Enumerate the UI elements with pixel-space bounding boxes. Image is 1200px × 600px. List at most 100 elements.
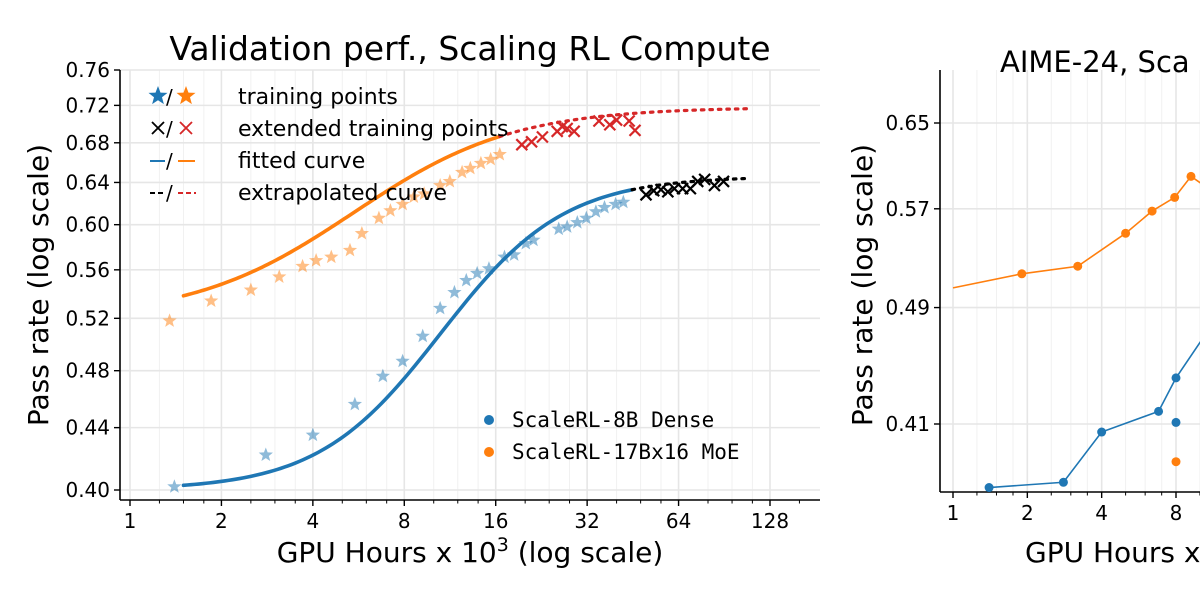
legend-label: extended training points — [238, 117, 509, 142]
extended-training-point — [536, 130, 549, 144]
y-tick-label: 0.60 — [65, 213, 110, 237]
x-tick-label: 16 — [483, 509, 508, 533]
series-1 — [162, 107, 750, 327]
training-point — [616, 194, 631, 209]
training-point — [342, 242, 358, 257]
right-x-tick-labels: 1 2 4 8 — [947, 501, 1183, 525]
extended-training-point — [654, 183, 668, 196]
training-point — [470, 265, 485, 280]
training-point — [308, 253, 324, 267]
training-point — [459, 272, 474, 287]
left-y-axis-label: Pass rate (log scale) — [22, 144, 55, 426]
training-point — [483, 151, 498, 166]
training-point — [570, 215, 585, 229]
y-tick-label: 0.64 — [65, 170, 110, 194]
right-gridlines — [940, 70, 1200, 492]
x-tick-label: 1 — [124, 509, 137, 533]
training-point — [295, 258, 310, 273]
left-chart-title: Validation perf., Scaling RL Compute — [169, 29, 770, 68]
y-tick-label: 0.52 — [65, 306, 110, 330]
right-series-point — [1186, 171, 1196, 181]
legend-label: training points — [238, 85, 398, 110]
training-point — [492, 146, 507, 161]
training-point — [162, 313, 177, 327]
extended-training-point — [622, 114, 636, 128]
x-label-main: GPU Hours x 10 — [277, 536, 497, 569]
right-series-point — [1097, 427, 1107, 437]
left-gridlines — [120, 69, 820, 500]
left-axes — [114, 69, 820, 506]
training-point — [371, 210, 387, 225]
x-tick-label: 4 — [306, 509, 319, 533]
right-series-point — [1170, 192, 1180, 202]
right-series-0 — [952, 171, 1200, 289]
y-tick-label: 0.57 — [885, 197, 930, 221]
training-point — [597, 199, 612, 214]
extended-training-point — [603, 118, 617, 132]
extended-training-point — [628, 124, 642, 137]
right-x-axis-label: GPU Hours x — [1025, 536, 1200, 569]
training-point — [463, 160, 478, 175]
extended-training-point — [610, 113, 623, 127]
x-label-suffix: (log scale) — [509, 536, 663, 569]
training-point — [433, 178, 448, 192]
x-tick-label: 128 — [751, 509, 789, 533]
series-legend-label: ScaleRL-8B Dense — [512, 408, 714, 432]
left-chart: Validation perf., Scaling RL Compute 0.4… — [22, 29, 820, 569]
extended-training-point — [661, 185, 675, 198]
training-point — [395, 196, 410, 211]
training-point — [204, 293, 219, 307]
series-legend: ScaleRL-8B Dense ScaleRL-17Bx16 MoE — [484, 408, 740, 464]
training-point — [526, 232, 541, 247]
left-plot-area — [162, 107, 750, 493]
series-0 — [167, 173, 750, 493]
extended-training-point — [639, 188, 653, 202]
x-tick-label: 2 — [215, 509, 228, 533]
extended-training-point — [717, 175, 730, 188]
training-point — [354, 225, 369, 240]
extended-training-point — [525, 135, 538, 149]
right-series-point — [984, 483, 994, 493]
left-y-tick-labels: 0.40 0.44 0.48 0.52 0.56 0.60 0.64 0.68 0.72 0.76 — [65, 58, 110, 502]
right-plot-area — [952, 171, 1200, 493]
legend-x-red — [179, 121, 193, 135]
extrapolated-curve — [498, 107, 750, 139]
right-y-axis-label: Pass rate (log scale) — [846, 144, 879, 426]
right-series-line — [989, 340, 1200, 489]
extrapolated-curve — [630, 176, 750, 192]
right-series-point — [1017, 269, 1027, 279]
y-tick-label: 0.56 — [65, 258, 110, 282]
legend-label: extrapolated curve — [238, 181, 447, 206]
series-legend-label: ScaleRL-17Bx16 MoE — [512, 440, 740, 464]
legend-star-orange — [176, 86, 196, 105]
training-point — [406, 189, 421, 203]
legend-label: fitted curve — [238, 149, 365, 174]
training-point — [507, 247, 522, 261]
legend-slash: / — [166, 85, 173, 109]
training-point — [258, 447, 273, 462]
training-point — [243, 282, 258, 297]
training-point — [375, 368, 390, 383]
extended-training-point — [515, 138, 529, 151]
y-tick-label: 0.49 — [885, 296, 930, 320]
right-series-point — [1073, 261, 1083, 271]
extended-training-point — [560, 122, 574, 135]
y-tick-label: 0.68 — [65, 131, 110, 155]
training-point — [383, 203, 398, 217]
left-x-tick-labels: 1 2 4 8 16 32 64 128 — [124, 509, 789, 533]
training-point — [518, 235, 533, 250]
y-tick-label: 0.76 — [65, 58, 110, 82]
right-y-tick-labels: 0.41 0.49 0.57 0.65 — [885, 111, 930, 436]
training-point — [433, 300, 448, 315]
right-series-line — [952, 175, 1200, 289]
legend-x-black — [151, 121, 165, 135]
right-series-point — [1171, 373, 1181, 383]
right-chart-title: AIME-24, Sca — [1000, 45, 1190, 79]
x-tick-label: 8 — [1170, 501, 1183, 525]
y-tick-label: 0.65 — [885, 111, 930, 135]
y-tick-label: 0.41 — [885, 412, 930, 436]
legend-star-blue — [148, 86, 168, 105]
x-tick-label: 8 — [398, 509, 411, 533]
